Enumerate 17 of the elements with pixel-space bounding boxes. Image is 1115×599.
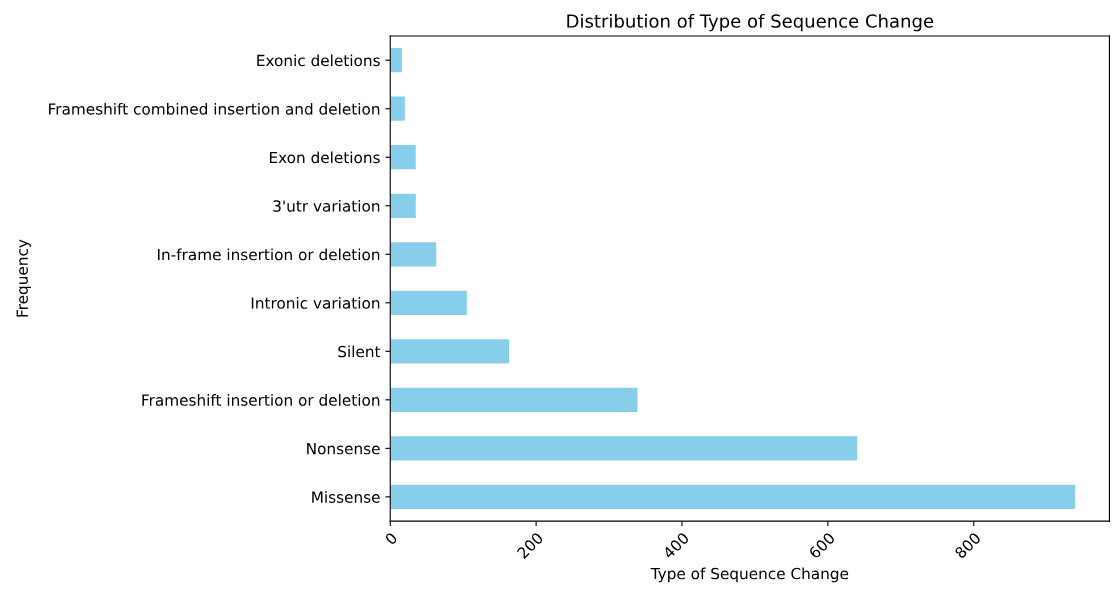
y-tick-label: Frameshift combined insertion and deletion (49, 102, 380, 115)
x-axis-title: Type of Sequence Change (650, 567, 849, 583)
y-tick-label: 3'utr variation (273, 199, 380, 212)
y-tick-label: Frameshift insertion or deletion (142, 394, 380, 406)
chart-title: Distribution of Type of Sequence Change (567, 13, 934, 32)
y-tick-label: Exonic deletions (257, 54, 380, 67)
x-tick-label: 400 (662, 531, 690, 560)
y-tick-label: Nonsense (307, 443, 380, 455)
y-tick-label: Silent (338, 345, 381, 358)
x-tick-label: 600 (808, 531, 836, 560)
x-tick-label: 800 (954, 531, 982, 560)
y-tick-label: Intronic variation (251, 296, 380, 309)
y-tick-label: Missense (312, 491, 380, 503)
y-tick-label: Exon deletions (269, 151, 380, 164)
y-axis-title: Frequency (16, 239, 31, 317)
y-tick-label: In-frame insertion or deletion (157, 248, 380, 261)
x-tick-label: 0 (384, 531, 398, 546)
